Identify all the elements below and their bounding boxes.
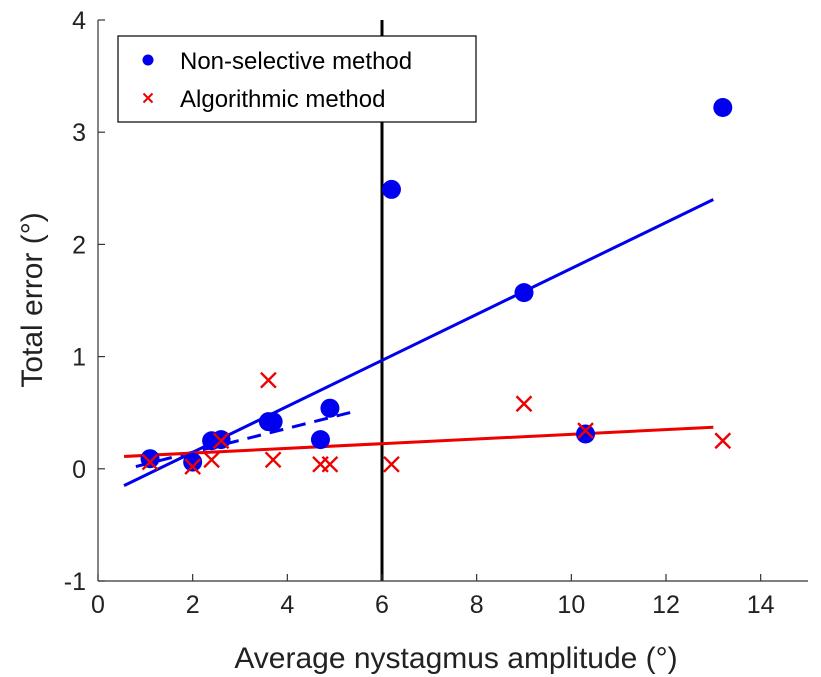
data-point-x bbox=[260, 371, 277, 389]
x-tick-label: 8 bbox=[470, 591, 484, 619]
legend-marker-circle bbox=[142, 54, 154, 66]
data-point-circle bbox=[381, 179, 401, 199]
data-point-circle bbox=[183, 452, 203, 472]
x-tick-label: 14 bbox=[747, 591, 775, 619]
y-tick-label: 3 bbox=[72, 119, 86, 147]
y-tick-label: 0 bbox=[72, 456, 86, 484]
fit-line bbox=[123, 425, 714, 458]
data-point-circle bbox=[263, 412, 283, 432]
y-tick-label: 4 bbox=[72, 7, 86, 35]
data-point-x bbox=[321, 455, 339, 473]
legend: Non-selective method Algorithmic method bbox=[117, 35, 477, 123]
y-tick-label: -1 bbox=[64, 568, 86, 596]
x-tick-label: 6 bbox=[375, 591, 389, 619]
legend-label: Non-selective method bbox=[180, 48, 412, 75]
plot-area bbox=[123, 20, 733, 581]
y-tick-label: 1 bbox=[72, 344, 86, 372]
data-point-circle bbox=[140, 449, 160, 469]
x-axis-label: Average nystagmus amplitude (°) bbox=[234, 642, 677, 675]
y-axis-label: Total error (°) bbox=[16, 212, 49, 387]
legend-label: Algorithmic method bbox=[180, 86, 385, 113]
x-tick-label: 2 bbox=[186, 591, 200, 619]
data-point-x bbox=[714, 432, 732, 450]
data-point-x bbox=[264, 451, 282, 469]
legend-marker-x bbox=[142, 92, 154, 104]
data-point-circle bbox=[320, 398, 340, 418]
data-point-circle bbox=[514, 283, 534, 303]
data-point-x bbox=[203, 451, 220, 469]
x-tick-label: 0 bbox=[91, 591, 105, 619]
data-point-circle bbox=[713, 98, 733, 118]
x-tick-label: 4 bbox=[280, 591, 294, 619]
fit-line-dashed bbox=[135, 409, 359, 469]
data-point-circle bbox=[576, 424, 596, 444]
x-tick-label: 10 bbox=[557, 591, 585, 619]
data-point-x bbox=[212, 432, 230, 450]
x-tick-label: 12 bbox=[652, 591, 680, 619]
data-point-x bbox=[184, 458, 202, 475]
data-point-x bbox=[577, 422, 594, 440]
y-tick-label: 2 bbox=[72, 231, 86, 259]
legend-box bbox=[117, 35, 477, 123]
data-point-x bbox=[515, 395, 533, 413]
data-point-x bbox=[141, 453, 159, 471]
data-point-x bbox=[383, 455, 400, 473]
data-point-circle bbox=[310, 430, 330, 450]
